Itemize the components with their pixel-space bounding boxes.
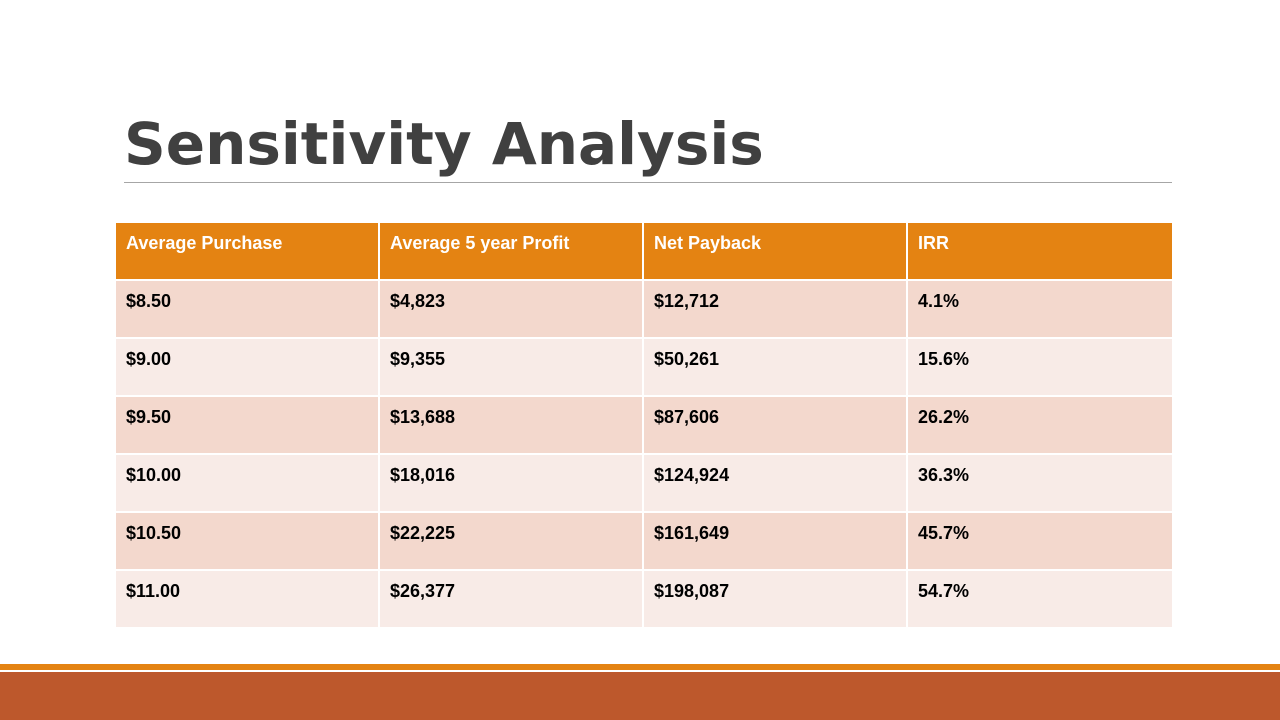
table-row: $10.00 $18,016 $124,924 36.3% (114, 453, 1174, 513)
sensitivity-table: Average Purchase Average 5 year Profit N… (114, 221, 1174, 629)
table-row: $10.50 $22,225 $161,649 45.7% (114, 511, 1174, 571)
cell-average-5-year-profit: $9,355 (378, 337, 644, 397)
header-net-payback: Net Payback (642, 221, 908, 281)
cell-average-purchase: $9.00 (114, 337, 380, 397)
table-row: $9.00 $9,355 $50,261 15.6% (114, 337, 1174, 397)
footer-bar (0, 672, 1280, 720)
table-row: $8.50 $4,823 $12,712 4.1% (114, 279, 1174, 339)
cell-irr: 36.3% (906, 453, 1174, 513)
cell-average-purchase: $11.00 (114, 569, 380, 629)
cell-average-purchase: $10.00 (114, 453, 380, 513)
cell-irr: 45.7% (906, 511, 1174, 571)
title-divider (124, 182, 1172, 183)
cell-average-5-year-profit: $18,016 (378, 453, 644, 513)
cell-net-payback: $50,261 (642, 337, 908, 397)
cell-net-payback: $12,712 (642, 279, 908, 339)
table-row: $11.00 $26,377 $198,087 54.7% (114, 569, 1174, 629)
cell-average-5-year-profit: $4,823 (378, 279, 644, 339)
header-irr: IRR (906, 221, 1174, 281)
cell-irr: 26.2% (906, 395, 1174, 455)
cell-average-purchase: $10.50 (114, 511, 380, 571)
cell-net-payback: $198,087 (642, 569, 908, 629)
cell-average-5-year-profit: $22,225 (378, 511, 644, 571)
table-row: $9.50 $13,688 $87,606 26.2% (114, 395, 1174, 455)
cell-net-payback: $87,606 (642, 395, 908, 455)
cell-average-5-year-profit: $13,688 (378, 395, 644, 455)
cell-average-purchase: $9.50 (114, 395, 380, 455)
header-average-purchase: Average Purchase (114, 221, 380, 281)
cell-net-payback: $124,924 (642, 453, 908, 513)
slide-title: Sensitivity Analysis (124, 110, 764, 178)
cell-irr: 15.6% (906, 337, 1174, 397)
table-header-row: Average Purchase Average 5 year Profit N… (114, 221, 1174, 281)
cell-average-5-year-profit: $26,377 (378, 569, 644, 629)
footer-accent-line (0, 664, 1280, 670)
header-average-5-year-profit: Average 5 year Profit (378, 221, 644, 281)
cell-net-payback: $161,649 (642, 511, 908, 571)
cell-irr: 4.1% (906, 279, 1174, 339)
cell-irr: 54.7% (906, 569, 1174, 629)
cell-average-purchase: $8.50 (114, 279, 380, 339)
